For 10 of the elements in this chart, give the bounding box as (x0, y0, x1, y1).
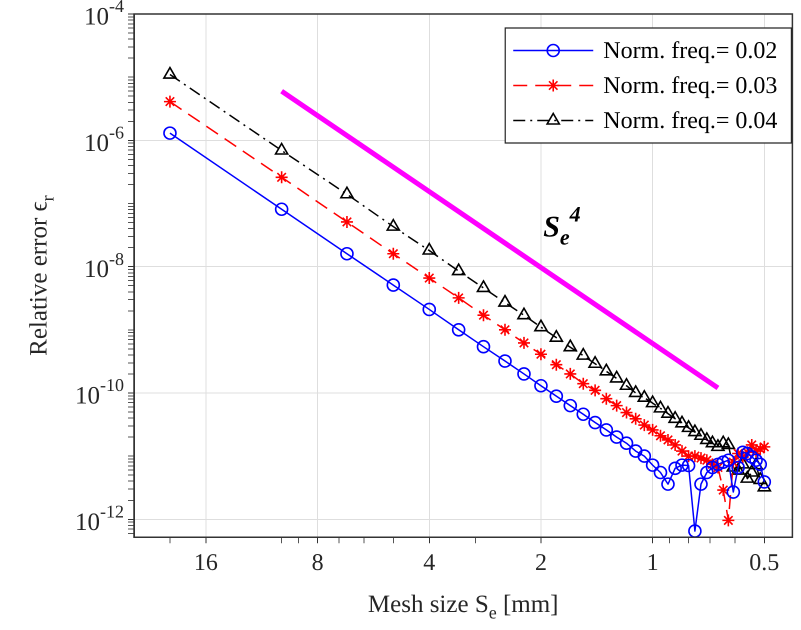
y-axis-title: Relative error ϵr (26, 195, 58, 356)
x-tick-label: 2 (534, 550, 547, 576)
x-tick-label: 1 (646, 550, 659, 576)
legend-label: Norm. freq.= 0.03 (603, 72, 778, 99)
x-tick-label: 0.5 (749, 550, 780, 576)
x-tick-label: 16 (194, 550, 218, 576)
x-tick-label: 8 (312, 550, 324, 576)
legend-label: Norm. freq.= 0.04 (603, 108, 778, 134)
x-tick-label: 4 (423, 550, 436, 576)
legend-label: Norm. freq.= 0.02 (603, 38, 778, 64)
